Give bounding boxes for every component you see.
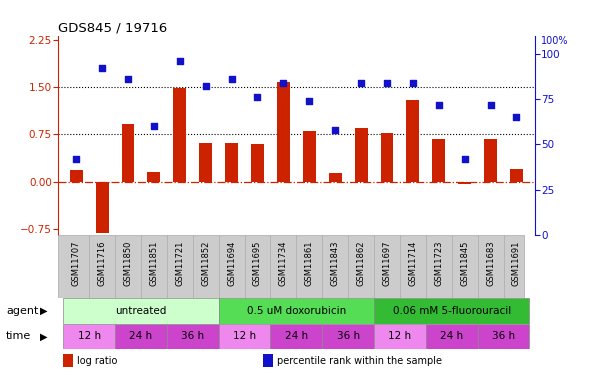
Text: GSM11851: GSM11851 [149, 240, 158, 285]
Text: GSM11716: GSM11716 [98, 240, 106, 286]
Text: GDS845 / 19716: GDS845 / 19716 [58, 21, 167, 34]
Text: ▶: ▶ [40, 306, 47, 316]
Bar [478, 324, 530, 349]
Bar [225, 142, 238, 182]
Text: GSM11695: GSM11695 [253, 240, 262, 285]
Point [71, 156, 81, 162]
Text: 12 h: 12 h [78, 332, 101, 341]
Bar [374, 298, 530, 324]
Bar [95, 182, 109, 233]
Bar [115, 324, 167, 349]
Text: time: time [6, 332, 31, 341]
Text: GSM11845: GSM11845 [460, 240, 469, 285]
Point [149, 123, 159, 129]
Point [123, 76, 133, 82]
Point [252, 94, 262, 100]
Bar [303, 131, 316, 182]
Text: GSM11694: GSM11694 [227, 240, 236, 285]
Text: GSM11843: GSM11843 [331, 240, 340, 286]
Point [434, 102, 444, 108]
Bar [63, 324, 115, 349]
Text: ▶: ▶ [40, 332, 47, 341]
Bar [147, 172, 160, 182]
Text: GSM11697: GSM11697 [382, 240, 392, 286]
Bar [354, 128, 368, 182]
Bar [381, 132, 393, 182]
Text: 0.06 mM 5-fluorouracil: 0.06 mM 5-fluorouracil [393, 306, 511, 316]
Text: GSM11734: GSM11734 [279, 240, 288, 286]
Text: 36 h: 36 h [337, 332, 360, 341]
Text: GSM11862: GSM11862 [357, 240, 365, 286]
Point [486, 102, 496, 108]
Bar [199, 142, 212, 182]
Point [356, 80, 366, 86]
Bar [406, 100, 419, 182]
Text: GSM11683: GSM11683 [486, 240, 495, 286]
Bar [277, 82, 290, 182]
Bar [322, 324, 374, 349]
Point [279, 80, 288, 86]
Point [408, 80, 418, 86]
Bar [484, 139, 497, 182]
Bar [63, 298, 219, 324]
Text: 100%: 100% [541, 36, 568, 46]
Text: 36 h: 36 h [181, 332, 204, 341]
Text: GSM11852: GSM11852 [201, 240, 210, 285]
Bar [63, 354, 73, 367]
Bar [122, 124, 134, 182]
Bar [167, 324, 219, 349]
Point [201, 83, 211, 89]
Text: log ratio: log ratio [77, 356, 117, 366]
Point [304, 98, 314, 104]
Text: GSM11707: GSM11707 [71, 240, 81, 286]
Point [97, 65, 107, 71]
Text: 12 h: 12 h [233, 332, 256, 341]
Point [382, 80, 392, 86]
Text: 24 h: 24 h [130, 332, 153, 341]
Text: agent: agent [6, 306, 38, 316]
Bar [70, 170, 82, 182]
Text: 24 h: 24 h [440, 332, 463, 341]
Bar [510, 169, 523, 182]
Text: GSM11861: GSM11861 [305, 240, 314, 286]
Text: 24 h: 24 h [285, 332, 308, 341]
Bar [433, 139, 445, 182]
Point [227, 76, 236, 82]
Text: GSM11714: GSM11714 [408, 240, 417, 285]
Text: GSM11721: GSM11721 [175, 240, 185, 285]
Bar [219, 298, 374, 324]
Point [511, 114, 521, 120]
Text: GSM11723: GSM11723 [434, 240, 444, 286]
Text: percentile rank within the sample: percentile rank within the sample [277, 356, 442, 366]
Bar [458, 182, 471, 183]
Point [460, 156, 470, 162]
Text: 12 h: 12 h [389, 332, 411, 341]
Text: GSM11691: GSM11691 [512, 240, 521, 285]
Bar [329, 174, 342, 182]
Text: 0.5 uM doxorubicin: 0.5 uM doxorubicin [247, 306, 346, 316]
Bar [219, 324, 271, 349]
Text: GSM11850: GSM11850 [123, 240, 133, 285]
Bar [271, 324, 322, 349]
Bar [251, 144, 264, 182]
Bar [263, 354, 274, 367]
Text: 36 h: 36 h [492, 332, 515, 341]
Bar [426, 324, 478, 349]
Point [331, 127, 340, 133]
Bar [374, 324, 426, 349]
Text: untreated: untreated [115, 306, 167, 316]
Point [175, 58, 185, 64]
Bar [174, 88, 186, 182]
